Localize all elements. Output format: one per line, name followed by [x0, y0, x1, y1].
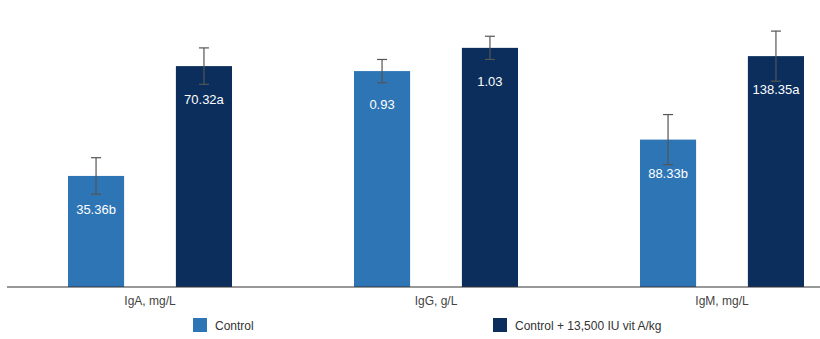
bar-group: 35.36b 70.32a IgA, mg/L — [7, 48, 293, 308]
error-bar-cap — [485, 36, 495, 37]
tick: IgA, mg/L — [124, 287, 176, 308]
bar — [354, 71, 410, 287]
error-bar-line — [489, 36, 490, 59]
axis-line — [579, 286, 820, 287]
bar-group: 0.93 1.03 IgG, g/L — [293, 36, 579, 307]
plot-area — [354, 36, 518, 287]
x-axis: IgM, mg/L — [579, 287, 820, 308]
data-label: 88.33b — [648, 166, 688, 181]
data-label: 35.36b — [76, 202, 116, 217]
error-bar-cap — [485, 59, 495, 60]
error-bar-cap — [771, 30, 781, 31]
legend-swatch — [493, 318, 507, 332]
data-label: 138.35a — [752, 82, 800, 97]
error-bar-cap — [91, 194, 101, 195]
error-bar-cap — [199, 47, 209, 48]
legend-item: Control — [193, 318, 254, 333]
axis-line — [7, 286, 293, 287]
error-bar-line — [381, 59, 382, 82]
plot-area — [68, 48, 232, 287]
chart: 35.36b 70.32a IgA, mg/L Control Control + 13… — [0, 0, 820, 339]
data-labels: 35.36b 70.32a — [76, 92, 224, 217]
error-bar-cap — [663, 114, 673, 115]
plot-area — [640, 31, 804, 287]
legend-swatch — [193, 318, 207, 332]
error-bar-line — [667, 115, 668, 165]
axis-line — [293, 286, 579, 287]
tick-label: IgM, mg/L — [695, 294, 749, 308]
tick: IgG, g/L — [415, 287, 458, 308]
bar — [748, 56, 804, 287]
error-bar-cap — [199, 84, 209, 85]
x-axis: IgA, mg/L — [7, 287, 293, 308]
error-bar — [199, 48, 209, 84]
legend-label: Control — [215, 319, 254, 333]
data-label: 0.93 — [369, 97, 394, 112]
legend-item: Control + 13,500 IU vit A/kg — [493, 318, 661, 333]
error-bar-line — [95, 158, 96, 194]
error-bar — [771, 31, 781, 81]
bar — [176, 66, 232, 287]
error-bar — [377, 59, 387, 82]
error-bar — [91, 158, 101, 194]
error-bar-cap — [377, 82, 387, 83]
x-axis: IgG, g/L — [293, 287, 579, 308]
error-bar — [663, 115, 673, 165]
error-bar — [485, 36, 495, 59]
data-label: 70.32a — [184, 92, 225, 107]
data-labels: 0.93 1.03 — [369, 74, 502, 112]
tick-label: IgA, mg/L — [124, 294, 176, 308]
bar-group: 88.33b 138.35a IgM, mg/L — [579, 31, 820, 307]
bar — [462, 48, 518, 287]
data-labels: 88.33b 138.35a — [648, 82, 800, 180]
legend: Control Control + 13,500 IU vit A/kg — [193, 318, 661, 333]
error-bar-line — [775, 31, 776, 81]
error-bar-cap — [377, 59, 387, 60]
legend-label: Control + 13,500 IU vit A/kg — [515, 319, 661, 333]
tick: IgM, mg/L — [695, 287, 749, 308]
error-bar-line — [203, 48, 204, 84]
tick-label: IgG, g/L — [415, 294, 458, 308]
data-label: 1.03 — [477, 74, 502, 89]
error-bar-cap — [91, 157, 101, 158]
